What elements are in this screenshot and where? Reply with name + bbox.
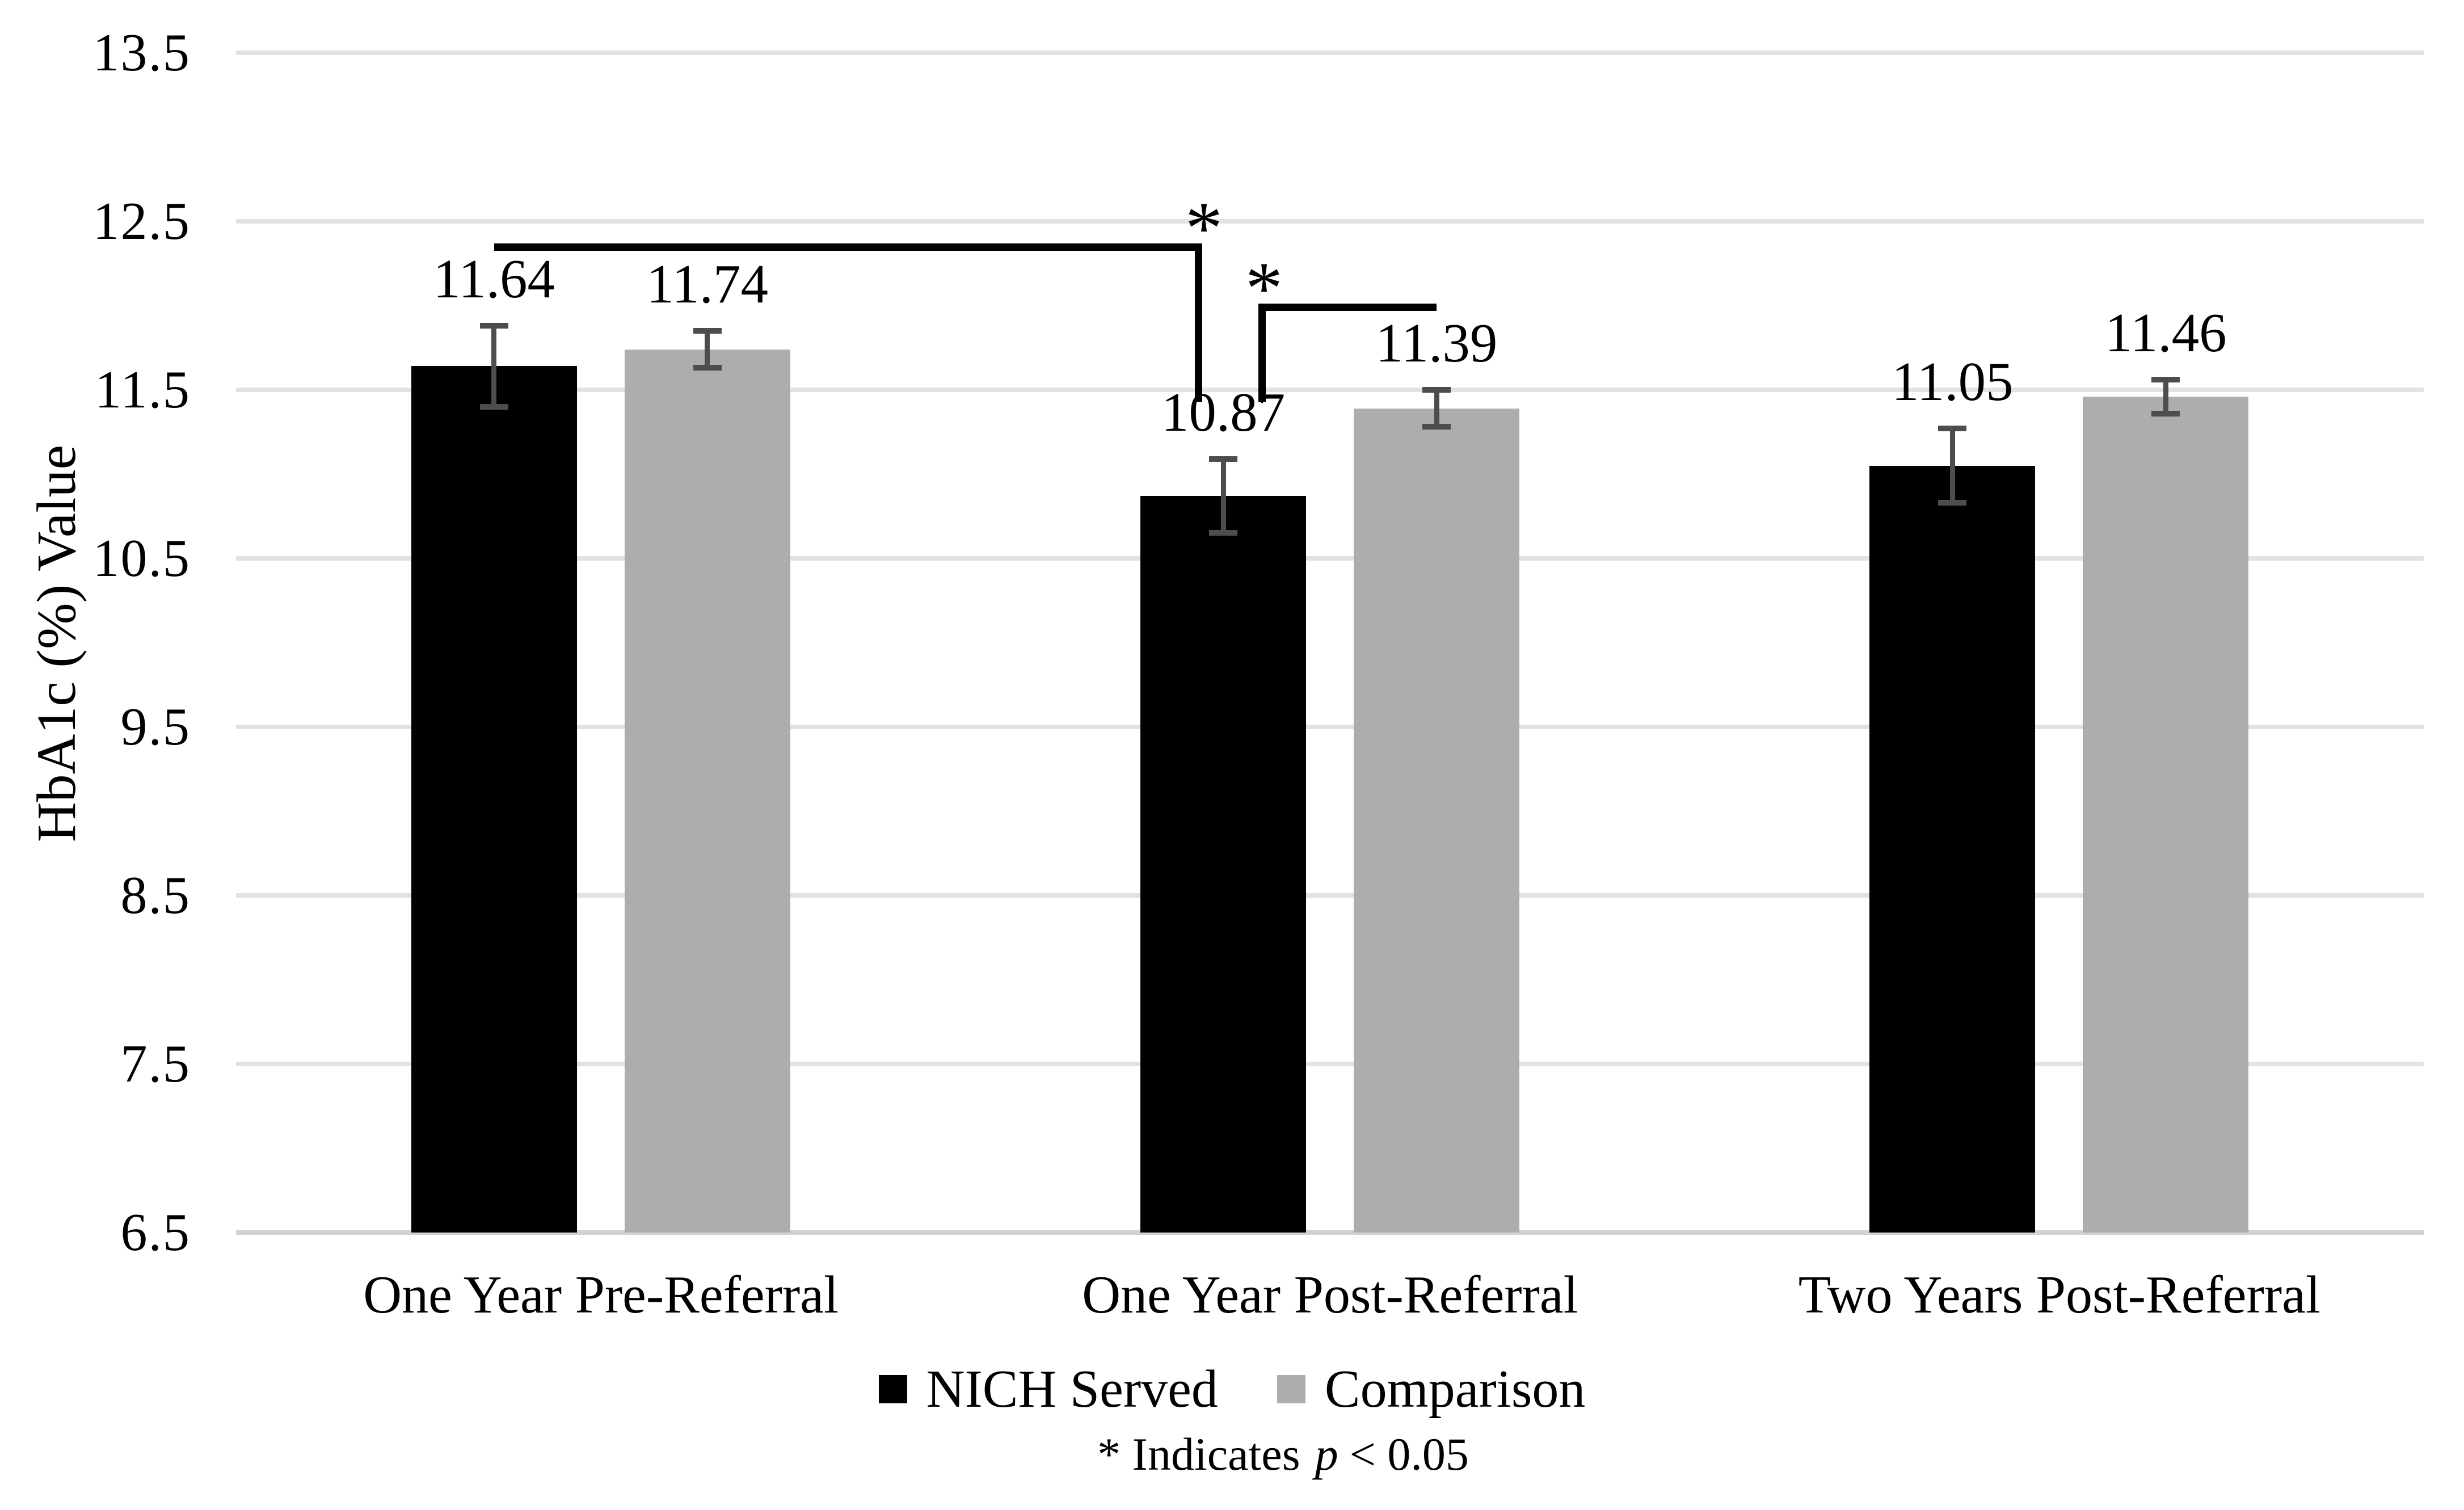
error-bar-comparison-two-years-post-referral	[2163, 380, 2168, 414]
bar-value-label: 11.64	[433, 249, 555, 310]
error-bar-cap-bottom	[1938, 499, 1967, 506]
bar-nich-served-one-year-pre-referral	[411, 366, 577, 1233]
legend-label-comparison: Comparison	[1324, 1360, 1586, 1419]
legend-item-comparison: Comparison	[1277, 1360, 1586, 1419]
x-axis-label-two-years-post-referral: Two Years Post-Referral	[1798, 1265, 2320, 1324]
y-gridline	[236, 1062, 2424, 1066]
bar-nich-served-one-year-post-referral	[1140, 496, 1306, 1233]
bar-value-label: 11.05	[1892, 351, 2014, 413]
error-bar-cap-top	[1422, 387, 1451, 393]
error-bar-nich-served-two-years-post-referral	[1949, 428, 1955, 503]
error-bar-comparison-one-year-pre-referral	[705, 331, 710, 368]
bar-value-label: 10.87	[1161, 381, 1286, 443]
x-axis-label-one-year-post-referral: One Year Post-Referral	[1082, 1265, 1578, 1324]
significance-footnote: * Indicates p < 0.05	[51, 1430, 2464, 1479]
error-bar-cap-bottom	[2151, 410, 2180, 417]
y-tick-label: 10.5	[92, 529, 191, 588]
legend-item-nich-served: NICH Served	[878, 1360, 1218, 1419]
bar-value-label: 11.39	[1375, 313, 1498, 373]
y-gridline	[236, 556, 2424, 561]
error-bar-cap-bottom	[479, 403, 508, 410]
y-gridline	[236, 893, 2424, 898]
error-bar-cap-bottom	[1209, 530, 1237, 536]
error-bar-cap-top	[1938, 426, 1967, 432]
error-bar-cap-top	[2151, 377, 2180, 383]
bar-comparison-one-year-post-referral	[1354, 408, 1519, 1233]
sig-asterisk-1: *	[1185, 186, 1223, 270]
sig-bracket-2-hline	[1258, 304, 1437, 311]
y-gridline	[236, 219, 2424, 224]
error-bar-cap-bottom	[693, 365, 722, 371]
legend-label-nich-served: NICH Served	[926, 1360, 1218, 1419]
sig-bracket-1-hline	[494, 243, 1202, 251]
sig-bracket-1-vline	[1195, 243, 1202, 402]
y-tick-label: 11.5	[94, 360, 191, 419]
error-bar-cap-top	[479, 323, 508, 329]
y-tick-label: 6.5	[120, 1203, 191, 1262]
bar-nich-served-two-years-post-referral	[1869, 465, 2036, 1233]
sig-bracket-2-vline	[1258, 304, 1266, 402]
legend-swatch-nich-served	[878, 1375, 907, 1403]
error-bar-cap-top	[1209, 456, 1237, 462]
footnote-threshold: < 0.05	[1349, 1428, 1469, 1480]
error-bar-cap-top	[693, 328, 722, 334]
y-tick-label: 13.5	[92, 23, 191, 82]
bar-comparison-two-years-post-referral	[2083, 396, 2249, 1233]
sig-asterisk-2: *	[1245, 246, 1283, 330]
bar-value-label: 11.46	[2105, 302, 2227, 364]
error-bar-cap-bottom	[1422, 424, 1451, 430]
error-bar-comparison-one-year-post-referral	[1434, 390, 1439, 427]
error-bar-nich-served-one-year-pre-referral	[491, 326, 497, 407]
error-bar-nich-served-one-year-post-referral	[1220, 459, 1226, 533]
legend: NICH Served Comparison	[0, 1361, 2464, 1418]
legend-swatch-comparison	[1277, 1375, 1305, 1403]
y-gridline	[236, 388, 2424, 392]
y-tick-label: 12.5	[92, 192, 191, 251]
footnote-lead: * Indicates	[1097, 1428, 1300, 1480]
y-tick-label: 7.5	[120, 1034, 191, 1093]
x-axis-line	[236, 1230, 2424, 1235]
y-gridline	[236, 51, 2424, 55]
y-tick-label: 8.5	[120, 866, 191, 925]
y-gridline	[236, 725, 2424, 729]
bar-value-label: 11.74	[646, 254, 768, 315]
bar-comparison-one-year-pre-referral	[624, 349, 790, 1233]
footnote-p-variable: p	[1315, 1428, 1338, 1480]
y-tick-label: 9.5	[120, 697, 191, 756]
x-axis-label-one-year-pre-referral: One Year Pre-Referral	[363, 1265, 839, 1324]
